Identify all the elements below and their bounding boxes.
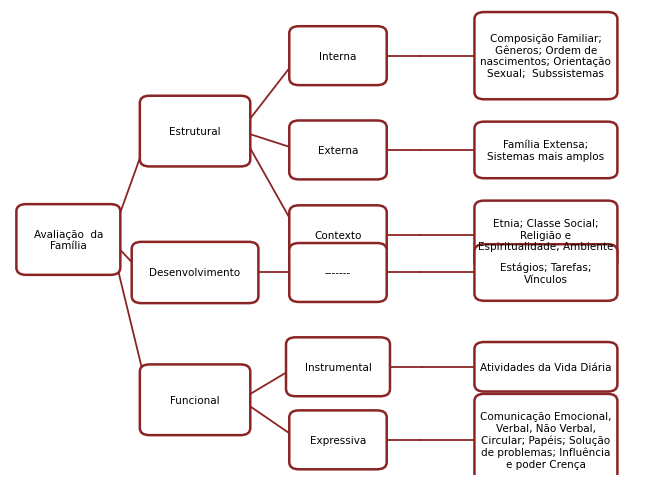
- Text: Desenvolvimento: Desenvolvimento: [149, 268, 241, 278]
- FancyBboxPatch shape: [289, 121, 387, 180]
- FancyBboxPatch shape: [289, 243, 387, 302]
- FancyBboxPatch shape: [289, 206, 387, 264]
- FancyBboxPatch shape: [140, 365, 251, 435]
- FancyBboxPatch shape: [475, 13, 617, 100]
- FancyBboxPatch shape: [475, 122, 617, 179]
- FancyBboxPatch shape: [140, 96, 251, 167]
- Text: Etnia; Classe Social;
Religião e
Espiritualidade; Ambiente: Etnia; Classe Social; Religião e Espirit…: [478, 219, 613, 252]
- Text: Estágios; Tarefas;
Vínculos: Estágios; Tarefas; Vínculos: [500, 262, 591, 284]
- Text: Instrumental: Instrumental: [304, 362, 371, 372]
- Text: Composição Familiar;
Gêneros; Ordem de
nascimentos; Orientação
Sexual;  Subssist: Composição Familiar; Gêneros; Ordem de n…: [481, 34, 611, 79]
- Text: Família Extensa;
Sistemas mais amplos: Família Extensa; Sistemas mais amplos: [487, 140, 605, 161]
- FancyBboxPatch shape: [475, 245, 617, 301]
- FancyBboxPatch shape: [289, 410, 387, 469]
- FancyBboxPatch shape: [475, 201, 617, 269]
- Text: Contexto: Contexto: [314, 230, 362, 240]
- Text: Externa: Externa: [318, 145, 358, 156]
- FancyBboxPatch shape: [17, 205, 121, 276]
- Text: Funcional: Funcional: [170, 395, 220, 405]
- Text: Estrutural: Estrutural: [169, 127, 221, 137]
- Text: Comunicação Emocional,
Verbal, Não Verbal,
Circular; Papéis; Solução
de problema: Comunicação Emocional, Verbal, Não Verba…: [480, 411, 612, 468]
- Text: Avaliação  da
Família: Avaliação da Família: [34, 229, 103, 251]
- FancyBboxPatch shape: [286, 337, 390, 396]
- Text: Interna: Interna: [320, 51, 357, 61]
- Text: -------: -------: [325, 268, 351, 278]
- FancyBboxPatch shape: [475, 342, 617, 392]
- FancyBboxPatch shape: [475, 394, 617, 480]
- Text: Expressiva: Expressiva: [310, 435, 366, 445]
- Text: Atividades da Vida Diária: Atividades da Vida Diária: [480, 362, 612, 372]
- FancyBboxPatch shape: [132, 242, 259, 303]
- FancyBboxPatch shape: [289, 27, 387, 86]
